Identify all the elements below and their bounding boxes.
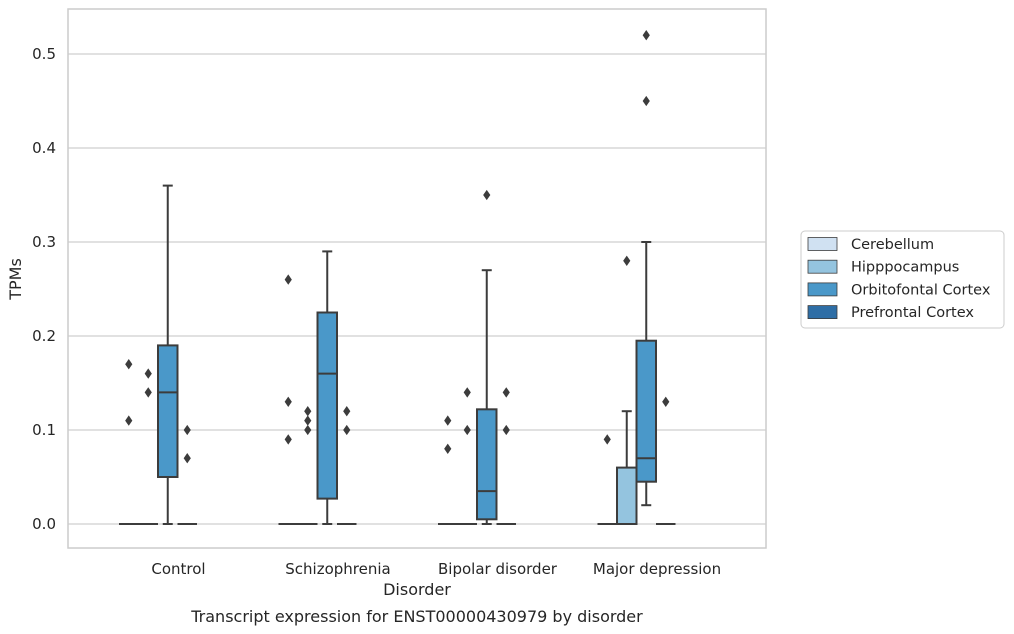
legend: Cerebellum Hipppocampus Orbitofontal Corte… xyxy=(800,230,1005,329)
box-plots xyxy=(119,30,676,526)
box-group xyxy=(457,387,477,525)
box-group xyxy=(476,189,498,525)
box xyxy=(476,408,498,521)
y-tick-label: 0.2 xyxy=(32,327,56,345)
legend-swatch xyxy=(807,237,838,251)
legend-label: Prefrontal Cortex xyxy=(851,305,974,321)
plot-frame xyxy=(67,8,767,549)
box-group xyxy=(138,368,158,525)
box xyxy=(635,339,657,483)
legend-label: Orbitofontal Cortex xyxy=(851,282,991,298)
outlier-point xyxy=(125,359,133,370)
y-axis-label: TPMs xyxy=(6,258,25,301)
outlier-point xyxy=(444,415,452,426)
y-tick-label: 0.3 xyxy=(32,233,56,251)
outlier-point xyxy=(343,424,351,436)
legend-swatch xyxy=(807,259,838,274)
outlier-point xyxy=(304,406,312,417)
outlier-point xyxy=(144,387,152,398)
outlier-point xyxy=(304,415,312,426)
x-tick-label: Major depression xyxy=(593,560,721,578)
outlier-point xyxy=(125,415,133,426)
outlier-point xyxy=(284,396,292,407)
box xyxy=(157,344,179,478)
outlier-point xyxy=(603,434,611,445)
outlier-point xyxy=(144,368,152,379)
y-tick-label: 0.4 xyxy=(32,139,56,157)
outlier-point xyxy=(183,424,191,436)
box-group xyxy=(616,255,638,526)
outlier-point xyxy=(502,387,510,398)
x-axis-label: Disorder xyxy=(383,580,451,599)
box-group xyxy=(597,434,617,525)
y-tick-label: 0.0 xyxy=(32,515,56,533)
box-group xyxy=(278,274,298,525)
outlier-point xyxy=(623,255,631,266)
box-group xyxy=(656,396,676,525)
outlier-point xyxy=(284,274,292,285)
box-group xyxy=(635,30,657,507)
box-group xyxy=(298,406,318,525)
box xyxy=(316,311,338,500)
x-tick-label: Control xyxy=(151,560,205,578)
outlier-point xyxy=(183,453,191,464)
outlier-point xyxy=(284,434,292,445)
outlier-point xyxy=(463,387,471,398)
box-group xyxy=(177,424,197,525)
legend-frame xyxy=(800,230,1005,329)
outlier-point xyxy=(502,424,510,436)
outlier-point xyxy=(304,424,312,436)
x-tick-label: Bipolar disorder xyxy=(438,560,558,578)
y-tick-label: 0.5 xyxy=(32,45,56,63)
outlier-point xyxy=(343,406,351,417)
box-group xyxy=(496,387,516,525)
x-tick-labels: Control Schizophrenia Bipolar disorder Majo… xyxy=(151,560,721,578)
box xyxy=(616,466,638,526)
box-group xyxy=(119,359,139,525)
chart-caption: Transcript expression for ENST0000043097… xyxy=(190,607,643,626)
box-group xyxy=(337,406,357,525)
outlier-point xyxy=(642,30,650,41)
box-group xyxy=(438,415,458,525)
legend-swatch xyxy=(807,305,838,320)
box-group xyxy=(157,184,179,525)
legend-swatch xyxy=(807,282,838,297)
box-group xyxy=(316,250,338,525)
outlier-point xyxy=(642,95,650,107)
y-tick-labels: 0.0 0.1 0.2 0.3 0.4 0.5 xyxy=(32,45,56,533)
outlier-point xyxy=(483,189,491,201)
legend-label: Cerebellum xyxy=(851,237,934,253)
y-tick-label: 0.1 xyxy=(32,421,56,439)
outlier-point xyxy=(444,443,452,454)
outlier-point xyxy=(463,424,471,436)
legend-label: Hipppocampus xyxy=(851,260,959,276)
x-tick-label: Schizophrenia xyxy=(285,560,390,578)
outlier-point xyxy=(662,396,670,407)
